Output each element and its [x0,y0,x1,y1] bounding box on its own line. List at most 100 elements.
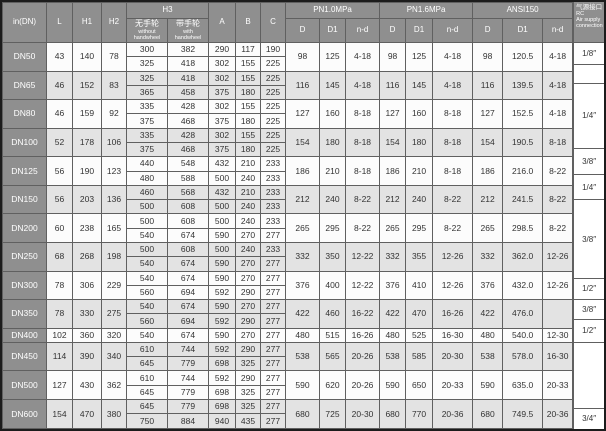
cell-c: 233 [260,170,287,186]
cell-c: 233 [260,213,287,229]
cell-ansi-n-d: 8-22 [542,156,574,186]
table-row-dn500-1: DN500 127 430 362 610 744 592 290 277 590 620 20-26… [2,370,574,401]
table-row-dn450-2: 645 779 698 325 277 [3,356,573,372]
cell-h3-without: 375 [126,141,168,158]
cell-b: 270 [235,270,262,286]
cell-pn10-n-d: 8-18 [345,156,381,186]
table-row-dn200-1: DN200 60 238 165 500 608 500 240 233 265 295 8-22 26… [2,213,574,243]
cell-b: 155 [235,70,262,86]
cell-pn10-n-d: 20-30 [345,399,381,429]
cell-pn16-D: 480 [379,327,407,343]
cell-h1: 360 [72,327,102,343]
cell-a: 590 [208,327,237,343]
cell-h3-with: 674 [166,327,210,343]
conn-header-en2: connection [576,23,603,30]
cell-l: 56 [46,184,73,215]
col-header-a: A [208,2,237,43]
cell-pn10-D1: 515 [319,327,347,343]
cell-ansi-D1: 540.0 [502,327,544,343]
connection-cell-9: 1/2″ [574,318,604,342]
cell-h3-without: 480 [126,170,168,186]
cell-h3-with: 744 [166,341,210,358]
cell-l: 56 [46,156,73,186]
cell-h2: 275 [101,299,127,329]
cell-l: 52 [46,127,73,158]
connection-cell-5: 1/4″ [574,173,604,200]
cell-h3-without: 540 [126,327,168,343]
col-header-ansi-nd: n-d [542,18,574,43]
cell-pn16-D1: 410 [405,270,434,301]
col-header-pn10-d1: D1 [319,18,347,43]
cell-pn16-D: 590 [379,370,407,401]
cell-h2: 362 [101,370,127,401]
cell-ansi-D1: 139.5 [502,70,544,101]
cell-h3-with: 468 [166,113,210,129]
conn-header-zh: 气源接口 [576,4,603,11]
cell-c: 225 [260,56,287,72]
connection-cell-10 [574,341,604,408]
cell-h1: 140 [72,42,102,72]
h3-with-en1: with [183,28,193,35]
cell-pn10-D1: 460 [319,299,347,329]
cell-pn16-D: 98 [379,42,407,72]
cell-ansi-n-d: 8-22 [542,213,574,243]
cell-ansi-D1: 476.0 [502,299,544,329]
cell-a: 500 [208,170,237,186]
col-header-ansi-group: ANSI150 [472,2,574,19]
cell-ansi-D1: 749.5 [502,399,544,429]
cell-h3-with: 382 [166,41,210,58]
cell-pn10-D: 127 [285,99,321,129]
cell-a: 940 [208,413,237,429]
cell-h2: 165 [101,213,127,243]
cell-b: 290 [235,284,262,301]
cell-c: 277 [260,299,287,315]
cell-pn10-D: 186 [285,156,321,186]
air-supply-connection-column: 气源接口 RC Air supply connection 1/8″ 1/4″ 3/… [573,2,604,429]
cell-c: 233 [260,184,287,201]
cell-h3-without: 500 [126,213,168,229]
cell-a: 432 [208,184,237,201]
cell-c: 277 [260,399,287,415]
cell-a: 592 [208,370,237,386]
cell-pn10-D1: 145 [319,70,347,101]
conn-header-rc: RC [576,11,585,18]
cell-h3-with: 608 [166,199,210,215]
cell-c: 190 [260,41,287,58]
cell-a: 590 [208,299,237,315]
connection-cell-8: 3/8″ [574,298,604,319]
cell-pn16-D1: 770 [405,399,434,429]
cell-l: 78 [46,299,73,329]
cell-ansi-D: 422 [472,299,504,329]
table-row-dn600-1: DN600 154 470 380 645 779 698 325 277 680 725 20-30… [2,399,574,429]
cell-pn16-n-d: 8-18 [432,156,474,186]
cell-a: 375 [208,141,237,158]
h3-with-en2: handwheel [174,34,202,41]
cell-h3-without: 540 [126,299,168,315]
cell-a: 500 [208,241,237,258]
cell-pn16-D: 116 [379,70,407,101]
header-row-groups: in(DN) L H1 H2 H3 A B C PN1.0MPa PN1.6MP… [2,2,574,43]
cell-h3-without: 325 [126,70,168,86]
cell-ansi-n-d: 4-18 [542,42,574,72]
h3-with-zh: 带手轮 [176,19,200,29]
connection-cell-3: 1/4″ [574,82,604,148]
col-header-ansi-d: D [472,18,504,43]
cell-ansi-D1: 362.0 [502,241,544,272]
cell-a: 592 [208,284,237,301]
cell-h2: 136 [101,184,127,215]
cell-ansi-D1: 635.0 [502,370,544,401]
cell-b: 270 [235,299,262,315]
cell-pn10-D: 332 [285,241,321,272]
cell-c: 225 [260,113,287,129]
cell-b: 435 [235,413,262,429]
cell-a: 432 [208,156,237,172]
cell-pn16-D: 422 [379,299,407,329]
cell-pn16-n-d: 4-18 [432,42,474,72]
cell-h1: 178 [72,127,102,158]
cell-pn10-n-d: 8-22 [345,184,381,215]
cell-ansi-n-d: 4-18 [542,70,574,101]
cell-pn16-D: 332 [379,241,407,272]
row-label-dn: DN450 [2,341,47,372]
cell-b: 240 [235,199,262,215]
cell-pn10-D1: 240 [319,184,347,215]
